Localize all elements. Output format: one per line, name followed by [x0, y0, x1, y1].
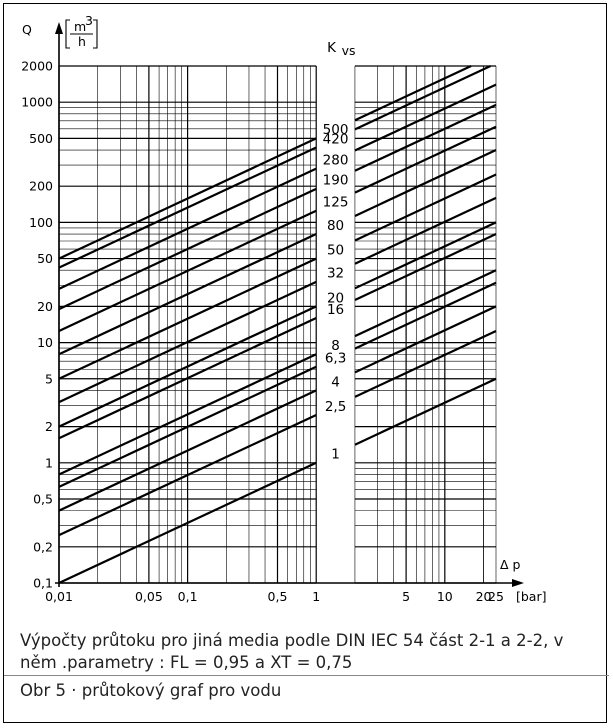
- y-tick-label: 50: [37, 251, 53, 266]
- kvs-line: [354, 233, 497, 301]
- kvs-line: [58, 413, 317, 537]
- kvs-header: K: [327, 40, 337, 56]
- kvs-line: [354, 83, 497, 152]
- x-tick-label: 0,01: [45, 589, 73, 604]
- kvs-line: [354, 329, 497, 398]
- kvs-line: [354, 377, 497, 446]
- kvs-line: [354, 65, 492, 131]
- y-tick-label: 1: [45, 455, 53, 470]
- kvs-line: [58, 137, 317, 260]
- x-tick-label: 1: [312, 589, 320, 604]
- kvs-label: 125: [323, 195, 349, 211]
- caption-divider: [4, 675, 609, 676]
- kvs-line: [354, 196, 497, 265]
- y-unit-numerator: m: [74, 19, 86, 34]
- kvs-line: [58, 187, 317, 311]
- kvs-line: [354, 281, 497, 350]
- x-tick-label: 0,05: [135, 589, 163, 604]
- kvs-line: [354, 149, 497, 217]
- y-unit-bracket-right: [93, 19, 98, 49]
- kvs-line: [58, 461, 317, 584]
- kvs-line: [58, 280, 317, 404]
- kvs-line: [354, 65, 472, 122]
- y-unit-denominator: h: [78, 34, 86, 49]
- x-tick-label: 5: [402, 589, 410, 604]
- y-unit-exponent: 3: [85, 13, 93, 28]
- y-axis-arrow: [55, 22, 63, 34]
- x-tick-label: 0,5: [268, 589, 288, 604]
- y-unit-bracket-left: [65, 19, 70, 49]
- kvs-line: [354, 269, 497, 338]
- kvs-label: 1: [331, 447, 340, 463]
- y-tick-label: 20: [37, 299, 53, 314]
- chart-caption: Výpočty průtoku pro jiná media podle DIN…: [20, 631, 564, 672]
- kvs-label: 2,5: [325, 399, 346, 415]
- kvs-label: 190: [323, 173, 349, 189]
- y-tick-label: 0,2: [33, 539, 53, 554]
- kvs-header-sub: vs: [342, 43, 356, 58]
- y-tick-label: 10: [37, 335, 53, 350]
- kvs-label: 50: [327, 242, 344, 258]
- kvs-line: [354, 305, 497, 374]
- y-tick-label: 500: [29, 131, 53, 146]
- kvs-line: [58, 353, 317, 476]
- y-tick-label: 2: [45, 419, 53, 434]
- y-tick-label: 1000: [21, 95, 53, 110]
- kvs-label: 4: [331, 374, 340, 390]
- kvs-label: 8: [331, 338, 340, 354]
- kvs-label: 500: [323, 122, 349, 138]
- figure-title: Obr 5 · průtokový graf pro vodu: [20, 681, 282, 700]
- y-tick-label: 5: [45, 371, 53, 386]
- figure-frame: [3, 3, 607, 723]
- y-tick-label: 0,5: [33, 491, 53, 506]
- kvs-line: [58, 305, 317, 428]
- y-tick-label: 200: [29, 179, 53, 194]
- kvs-line: [354, 173, 497, 242]
- kvs-line: [58, 167, 317, 290]
- y-axis-symbol: Q: [22, 22, 32, 37]
- kvs-line: [354, 125, 497, 194]
- x-axis-unit: [bar]: [516, 589, 547, 604]
- x-tick-label: 0,1: [178, 589, 198, 604]
- kvs-label: 20: [327, 290, 344, 306]
- kvs-line: [58, 317, 317, 440]
- kvs-line: [354, 103, 497, 172]
- y-tick-label: 0,1: [33, 576, 53, 591]
- x-axis-arrow: [512, 579, 524, 587]
- x-tick-label: 20: [476, 589, 492, 604]
- kvs-label: 32: [327, 266, 344, 282]
- x-axis-symbol: Δ p: [500, 557, 521, 572]
- kvs-line: [354, 221, 497, 290]
- kvs-label: 80: [327, 218, 344, 234]
- chart-series: [58, 65, 497, 584]
- y-tick-label: 2000: [21, 59, 53, 74]
- kvs-label: 420: [323, 131, 349, 147]
- kvs-label: 6,3: [325, 351, 346, 367]
- kvs-label: 16: [327, 302, 344, 318]
- x-tick-label: 10: [437, 589, 453, 604]
- kvs-line: [58, 146, 317, 269]
- y-tick-label: 100: [29, 215, 53, 230]
- kvs-label: 280: [323, 152, 349, 168]
- kvs-line: [58, 389, 317, 512]
- kvs-line: [58, 257, 317, 380]
- kvs-line: [58, 209, 317, 332]
- kvs-line: [58, 233, 317, 356]
- x-tick-label: 25: [488, 589, 504, 604]
- kvs-line: [58, 365, 317, 488]
